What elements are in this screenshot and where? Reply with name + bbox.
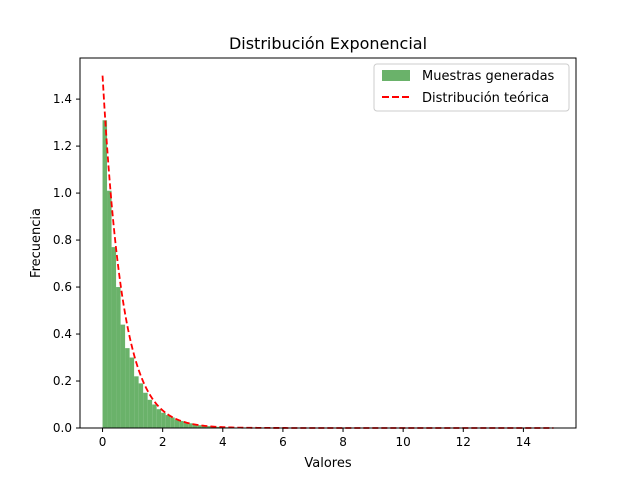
legend-frame [373,63,570,112]
histogram-bar [179,420,184,428]
histogram-bar [138,383,144,428]
histogram-bar [116,287,121,428]
y-tick-label: 0.6 [53,280,72,294]
histogram-bar [197,425,202,428]
histogram-bar [183,422,189,428]
x-tick-label: 4 [219,435,227,449]
histogram-bar [134,376,139,428]
histogram-bar [102,120,108,428]
histogram-bar [156,409,162,428]
histogram-bar [161,412,166,428]
histogram-bar [192,424,198,428]
histogram-bar [165,415,171,428]
histogram-bar [111,247,117,428]
y-tick-label: 0.2 [53,374,72,388]
x-tick-label: 10 [396,435,411,449]
y-tick-label: 0.4 [53,327,72,341]
x-axis-ticks: 0 2 4 6 8 10 12 14 [99,428,531,449]
legend-label-theoretical: Distribución teórica [422,91,549,106]
chart-title: Distribución Exponencial [229,34,427,53]
histogram-bar [120,324,126,428]
y-axis-label: Frecuencia [29,208,44,278]
histogram-bar [206,426,211,428]
plot-frame [79,57,577,429]
y-tick-label: 1.4 [53,92,72,106]
y-axis-ticks: 0.0 0.2 0.4 0.6 0.8 1.0 1.2 1.4 [53,92,80,435]
x-tick-label: 12 [456,435,471,449]
x-tick-label: 8 [339,435,347,449]
legend: Muestras generadas Distribución teórica [373,63,570,112]
histogram-bar [174,419,180,428]
histogram-bar [129,357,135,428]
y-tick-label: 1.2 [53,139,72,153]
histogram-bar [107,190,112,428]
histogram-bar [170,417,175,428]
x-tick-label: 14 [516,435,531,449]
legend-swatch-histogram [382,70,410,81]
histogram-bar [201,425,207,428]
histogram-bar [152,404,157,428]
legend-label-histogram: Muestras generadas [422,69,555,84]
y-tick-label: 0.0 [53,421,72,435]
histogram-bar [147,399,153,428]
histogram-bar [125,348,130,428]
y-tick-label: 1.0 [53,186,72,200]
y-tick-label: 0.8 [53,233,72,247]
x-tick-label: 6 [279,435,287,449]
histogram-bar [215,426,220,428]
x-tick-label: 0 [99,435,107,449]
histogram-bar [188,423,193,428]
x-axis-label: Valores [304,456,351,471]
histogram-bar [143,392,148,428]
x-tick-label: 2 [159,435,167,449]
